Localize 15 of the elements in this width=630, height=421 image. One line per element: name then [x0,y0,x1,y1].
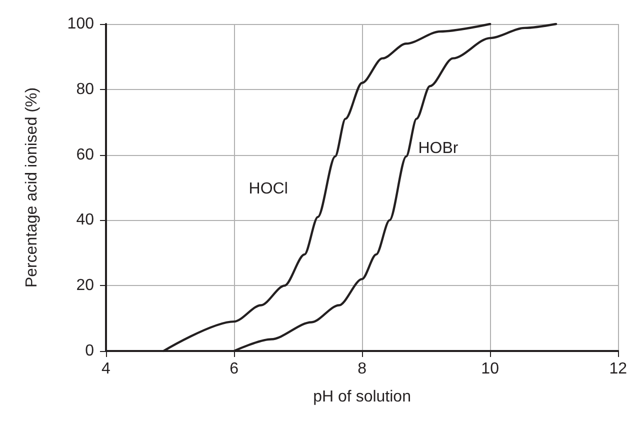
y-axis-title: Percentage acid ionised (%) [24,87,40,288]
y-tick-label: 100 [67,16,94,32]
x-tick-label: 12 [609,360,628,378]
x-axis-title: pH of solution [313,388,411,406]
y-tick-label: 40 [76,212,94,229]
y-tick-label: 0 [85,342,94,360]
text: HOCl [248,180,288,198]
y-tick-label: 60 [76,146,94,164]
series-label: HOBr [418,140,459,157]
y-tick-label: 80 [76,80,94,98]
x-tick-label: 10 [481,360,500,378]
x-tick-label: 8 [358,360,367,378]
x-tick-label: 4 [102,360,111,378]
y-tick-label: 20 [76,277,94,294]
x-tick-label: 6 [230,360,239,378]
